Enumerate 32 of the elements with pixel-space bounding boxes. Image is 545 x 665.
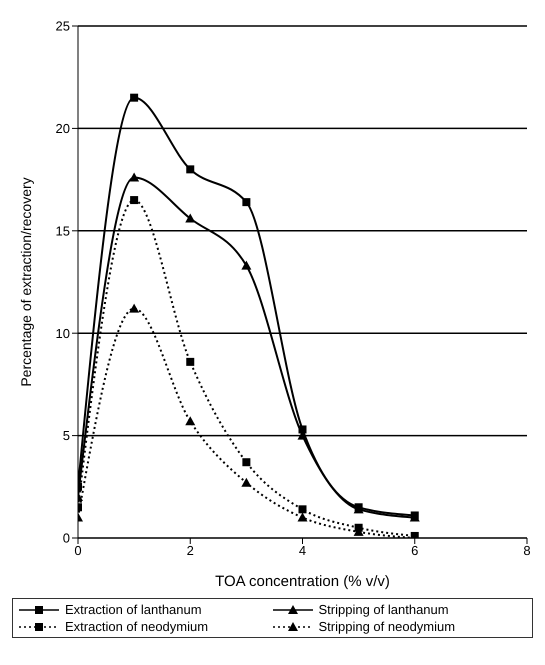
point: [130, 196, 138, 204]
y-tick-label: 5: [62, 428, 70, 444]
x-tick-label: 6: [411, 543, 418, 558]
y-tick-label: 15: [56, 223, 70, 238]
x-tick-label: 4: [298, 543, 306, 558]
point: [185, 416, 196, 426]
point: [298, 512, 308, 522]
point: [129, 172, 140, 182]
legend-label: Extraction of lanthanum: [65, 602, 202, 617]
legend-label: Stripping of lanthanum: [318, 602, 449, 617]
y-axis-title: Percentage of extraction/recovery: [18, 177, 34, 387]
y-tick-label: 0: [62, 530, 70, 546]
point: [186, 358, 194, 366]
y-tick-label: 20: [56, 121, 70, 136]
x-axis-title: TOA concentration (% v/v): [215, 573, 390, 590]
legend-label: Extraction of neodymium: [65, 619, 208, 634]
point: [130, 94, 138, 102]
point: [298, 505, 306, 514]
point: [242, 198, 250, 206]
x-tick-label: 2: [186, 543, 194, 558]
point: [241, 260, 252, 270]
point: [185, 214, 196, 223]
y-tick-label: 25: [56, 18, 70, 34]
point: [241, 478, 252, 487]
x-tick-label: 0: [74, 543, 82, 558]
point: [242, 458, 250, 466]
legend-label: Stripping of neodymium: [318, 619, 456, 634]
x-tick-label: 8: [523, 543, 531, 558]
point: [186, 165, 194, 174]
point: [298, 425, 306, 434]
point: [129, 304, 140, 313]
y-tick-label: 10: [56, 326, 70, 341]
